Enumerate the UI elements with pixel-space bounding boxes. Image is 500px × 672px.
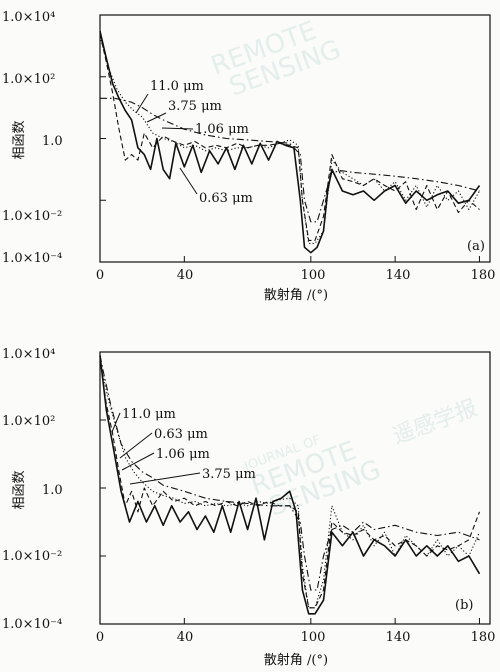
series-line-b-11-0-m bbox=[99, 355, 480, 591]
annotation-b-375um: 3.75 μm bbox=[202, 467, 256, 482]
panel-a: 1.0×10⁴ 1.0×10² 1.0 1.0×10⁻² 1.0×10⁻⁴ 0 … bbox=[2, 10, 495, 303]
leader-b-106um bbox=[121, 452, 155, 471]
annotation-a-106um: 1.06 μm bbox=[195, 122, 249, 137]
axes-b bbox=[99, 351, 480, 625]
ytick-b-4: 1.0×10⁻⁴ bbox=[2, 617, 62, 632]
ytick-a-3: 1.0×10⁻² bbox=[2, 209, 62, 224]
xtick-a-0: 0 bbox=[96, 268, 104, 283]
annotation-b-11um: 11.0 μm bbox=[122, 407, 176, 422]
xtick-b-4: 180 bbox=[471, 630, 496, 645]
watermark-bottom: JOURNAL OF REMOTE SENSING 遥感学报 bbox=[241, 396, 480, 523]
series-group-b bbox=[99, 355, 481, 615]
series-line-a-0-63-m bbox=[99, 30, 481, 254]
series-line-a-1-06-m bbox=[99, 36, 480, 244]
panel-b: 1.0×10⁴ 1.0×10² 1.0 1.0×10⁻² 1.0×10⁻⁴ 0 … bbox=[2, 347, 495, 668]
ytick-b-0: 1.0×10⁴ bbox=[2, 347, 55, 362]
leader-b-11um bbox=[111, 412, 121, 433]
annotation-b-106um: 1.06 μm bbox=[156, 447, 210, 462]
leader-a-375um bbox=[146, 112, 167, 123]
annotation-a-11um: 11.0 μm bbox=[150, 79, 204, 94]
series-line-a-3-75-m bbox=[99, 33, 480, 241]
ytick-b-3: 1.0×10⁻² bbox=[2, 549, 62, 564]
xtick-b-1: 40 bbox=[177, 630, 194, 645]
xtick-b-3: 140 bbox=[386, 630, 411, 645]
annotation-a-063um: 0.63 μm bbox=[199, 191, 253, 206]
xtick-b-0: 0 bbox=[96, 630, 104, 645]
ylabel-a: 相函数 bbox=[12, 120, 27, 159]
ytick-a-0: 1.0×10⁴ bbox=[2, 10, 55, 25]
panel-label-b: (b) bbox=[455, 598, 473, 613]
watermark-top: REMOTE SENSING bbox=[207, 16, 345, 103]
series-group-a bbox=[99, 30, 481, 254]
ytick-a-2: 1.0 bbox=[42, 134, 63, 149]
xtick-a-4: 180 bbox=[471, 268, 496, 283]
panel-label-a: (a) bbox=[467, 239, 485, 254]
annotation-b-063um: 0.63 μm bbox=[154, 427, 208, 442]
ylabel-b: 相函数 bbox=[12, 470, 27, 509]
leader-a-11um bbox=[135, 93, 149, 114]
axes-a bbox=[99, 14, 480, 263]
leader-b-375um bbox=[129, 472, 201, 485]
series-line-b-3-75-m bbox=[99, 359, 481, 609]
watermark-cjk: 遥感学报 bbox=[389, 396, 480, 450]
ytick-b-1: 1.0×10² bbox=[2, 414, 55, 429]
ytick-a-1: 1.0×10² bbox=[2, 72, 55, 87]
leader-a-106um bbox=[161, 127, 194, 130]
xlabel-a: 散射角 /(°) bbox=[264, 287, 328, 303]
ytick-a-4: 1.0×10⁻⁴ bbox=[2, 251, 62, 266]
annotation-a-375um: 3.75 μm bbox=[168, 99, 222, 114]
xtick-a-3: 140 bbox=[386, 268, 411, 283]
xtick-b-2: 100 bbox=[301, 630, 326, 645]
xtick-a-2: 100 bbox=[301, 268, 326, 283]
leader-a-063um bbox=[179, 167, 198, 195]
ytick-b-2: 1.0 bbox=[42, 483, 63, 498]
xtick-a-1: 40 bbox=[177, 268, 194, 283]
leader-b-063um bbox=[119, 432, 153, 459]
series-line-b-0-63-m bbox=[99, 355, 481, 615]
xlabel-b: 散射角 /(°) bbox=[264, 652, 328, 668]
